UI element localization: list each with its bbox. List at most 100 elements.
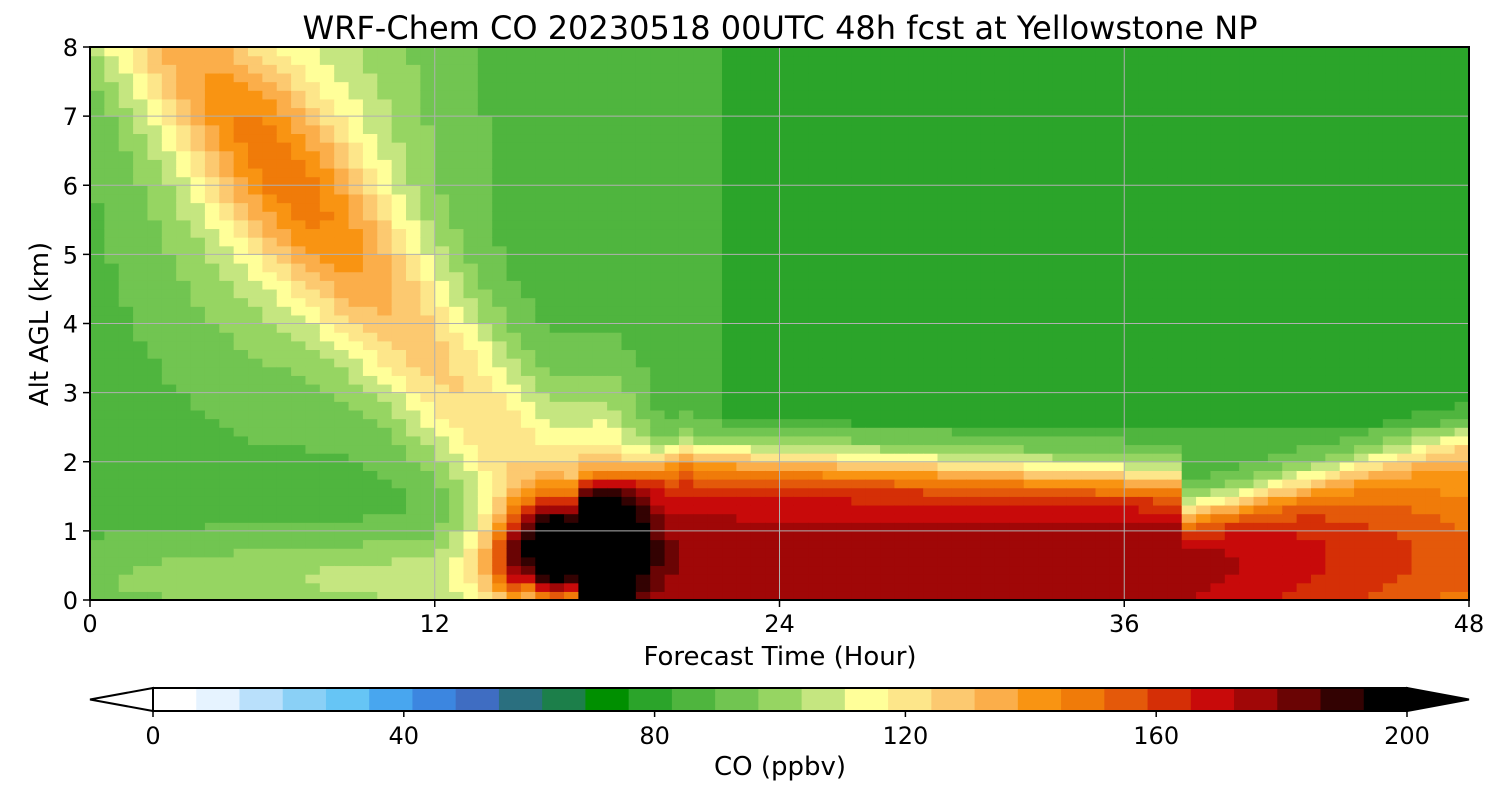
heatmap-cell — [1196, 513, 1212, 523]
heatmap-cell — [248, 271, 263, 281]
heatmap-cell — [118, 513, 134, 523]
heatmap-cell — [434, 81, 450, 91]
heatmap-cell — [635, 90, 651, 100]
heatmap-cell — [894, 574, 910, 584]
heatmap-cell — [118, 487, 134, 497]
heatmap-cell — [291, 530, 307, 541]
heatmap-cell — [851, 314, 867, 325]
heatmap-cell — [592, 124, 608, 135]
heatmap-cell — [880, 358, 896, 368]
heatmap-cell — [276, 90, 292, 100]
heatmap-cell — [836, 133, 852, 143]
heatmap-cell — [865, 375, 881, 385]
heatmap-cell — [233, 228, 249, 238]
heatmap-cell — [104, 401, 120, 411]
heatmap-cell — [635, 116, 651, 126]
heatmap-cell — [219, 375, 235, 385]
heatmap-cell — [477, 418, 493, 428]
heatmap-cell — [923, 280, 939, 290]
heatmap-cell — [161, 314, 177, 325]
heatmap-cell — [1138, 565, 1154, 575]
heatmap-cell — [1009, 150, 1025, 160]
heatmap-cell — [966, 167, 982, 178]
heatmap-cell — [836, 47, 852, 57]
heatmap-cell — [104, 323, 120, 333]
heatmap-cell — [736, 461, 752, 471]
heatmap-cell — [793, 582, 809, 592]
heatmap-cell — [1009, 254, 1025, 264]
heatmap-cell — [1066, 470, 1082, 480]
heatmap-cell — [449, 72, 465, 83]
heatmap-cell — [779, 548, 795, 558]
heatmap-cell — [147, 133, 163, 143]
heatmap-cell — [923, 332, 939, 342]
heatmap-cell — [219, 55, 235, 65]
heatmap-cell — [693, 401, 709, 411]
heatmap-cell — [90, 211, 105, 221]
heatmap-cell — [506, 375, 522, 385]
heatmap-cell — [161, 202, 177, 212]
heatmap-cell — [248, 522, 263, 532]
heatmap-cell — [908, 47, 924, 57]
heatmap-cell — [190, 271, 206, 281]
heatmap-cell — [750, 64, 766, 74]
heatmap-cell — [520, 435, 536, 446]
heatmap-cell — [923, 401, 939, 411]
heatmap-cell — [506, 280, 522, 290]
heatmap-cell — [133, 81, 149, 91]
heatmap-cell — [678, 349, 694, 359]
heatmap-cell — [808, 332, 824, 342]
heatmap-cell — [233, 202, 249, 212]
heatmap-cell — [678, 453, 694, 463]
heatmap-cell — [1066, 142, 1082, 152]
heatmap-cell — [477, 142, 493, 152]
heatmap-cell — [736, 211, 752, 221]
heatmap-cell — [420, 574, 436, 584]
heatmap-cell — [1124, 435, 1140, 446]
heatmap-cell — [765, 254, 781, 264]
heatmap-cell — [980, 323, 996, 333]
heatmap-cell — [578, 470, 594, 480]
heatmap-cell — [406, 574, 421, 584]
heatmap-cell — [937, 556, 953, 567]
heatmap-cell — [133, 461, 149, 471]
heatmap-cell — [248, 591, 263, 601]
heatmap-cell — [994, 574, 1010, 584]
heatmap-cell — [722, 72, 738, 83]
heatmap-cell — [391, 358, 407, 368]
heatmap-cell — [190, 504, 206, 515]
heatmap-cell — [1081, 479, 1097, 489]
heatmap-cell — [1009, 90, 1025, 100]
heatmap-cell — [894, 470, 910, 480]
heatmap-cell — [248, 280, 263, 290]
heatmap-cell — [248, 513, 263, 523]
heatmap-cell — [477, 288, 493, 299]
heatmap-cell — [463, 409, 479, 420]
heatmap-cell — [1095, 470, 1111, 480]
heatmap-cell — [678, 280, 694, 290]
heatmap-cell — [161, 548, 177, 558]
heatmap-cell — [176, 444, 192, 454]
heatmap-cell — [147, 427, 163, 437]
heatmap-cell — [1052, 591, 1068, 601]
heatmap-cell — [635, 185, 651, 195]
heatmap-cell — [305, 81, 321, 91]
heatmap-cell — [607, 461, 623, 471]
heatmap-cell — [664, 297, 680, 307]
heatmap-cell — [621, 418, 637, 428]
heatmap-cell — [348, 340, 364, 351]
heatmap-cell — [463, 539, 479, 549]
heatmap-cell — [736, 314, 752, 325]
heatmap-cell — [233, 522, 249, 532]
heatmap-cell — [348, 513, 364, 523]
heatmap-cell — [951, 504, 967, 515]
heatmap-cell — [1196, 366, 1212, 376]
heatmap-cell — [937, 444, 953, 454]
heatmap-cell — [1023, 228, 1039, 238]
heatmap-cell — [607, 453, 623, 463]
heatmap-cell — [549, 591, 565, 601]
heatmap-cell — [1066, 418, 1082, 428]
heatmap-cell — [319, 263, 335, 273]
heatmap-cell — [894, 55, 910, 65]
heatmap-cell — [362, 392, 378, 402]
